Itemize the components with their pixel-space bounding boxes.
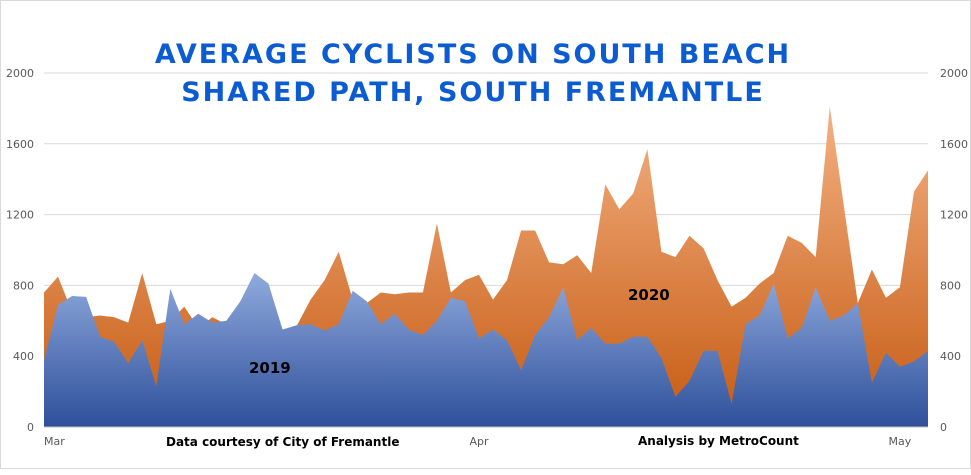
axes: 0 0 400 400 800 800 1200 1200 1600 1600 2000 2000 Ma…	[6, 67, 968, 448]
y-tick-label-right: 1200	[940, 209, 968, 222]
series-label-2020: 2020	[628, 286, 670, 304]
y-tick-label-left: 800	[13, 279, 34, 292]
y-tick-label-right: 0	[940, 421, 947, 434]
y-tick-label-right: 400	[940, 350, 961, 363]
x-tick-label: Mar	[44, 435, 65, 448]
x-tick-label: May	[889, 435, 912, 448]
y-tick-label-right: 800	[940, 279, 961, 292]
area-series-2019	[44, 273, 928, 427]
plot-area	[44, 106, 928, 427]
y-tick-label-right: 1600	[940, 138, 968, 151]
series-label-2019: 2019	[249, 359, 291, 377]
y-tick-label-left: 1600	[6, 138, 34, 151]
y-tick-label-left: 0	[27, 421, 34, 434]
y-tick-label-left: 2000	[6, 67, 34, 80]
chart-title-line-2: SHARED PATH, SOUTH FREMANTLE	[181, 77, 765, 108]
y-tick-label-left: 1200	[6, 209, 34, 222]
analysis-credit-text: Analysis by MetroCount	[638, 434, 799, 448]
x-tick-label: Apr	[469, 435, 489, 448]
y-tick-label-left: 400	[13, 350, 34, 363]
chart-title-line-1: AVERAGE CYCLISTS ON SOUTH BEACH	[155, 39, 791, 70]
data-credit-text: Data courtesy of City of Fremantle	[166, 435, 399, 449]
y-tick-label-right: 2000	[940, 67, 968, 80]
